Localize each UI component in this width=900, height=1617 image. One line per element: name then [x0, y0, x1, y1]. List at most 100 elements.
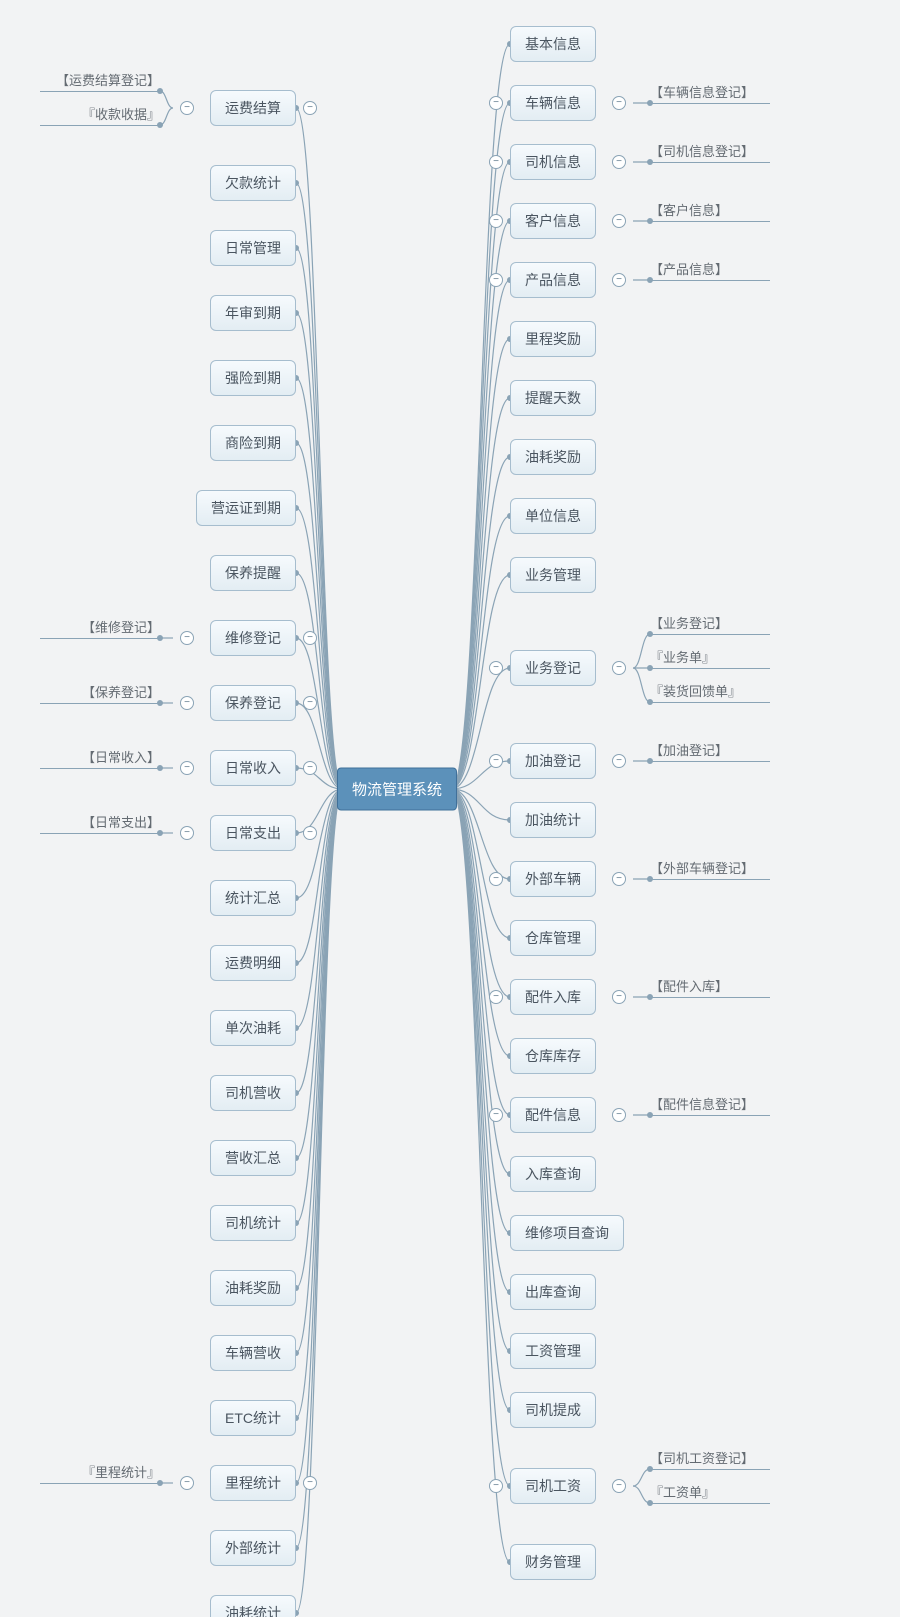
node-right[interactable]: 司机工资 [510, 1468, 596, 1504]
collapse-icon[interactable]: − [180, 761, 194, 775]
node-left[interactable]: 日常管理 [210, 230, 296, 266]
leaf-label[interactable]: 【外部车辆登记】 [650, 858, 754, 879]
node-right[interactable]: 油耗奖励 [510, 439, 596, 475]
node-left[interactable]: 司机统计 [210, 1205, 296, 1241]
node-left[interactable]: 欠款统计 [210, 165, 296, 201]
node-left[interactable]: 运费明细 [210, 945, 296, 981]
node-left[interactable]: 里程统计 [210, 1465, 296, 1501]
node-right[interactable]: 单位信息 [510, 498, 596, 534]
node-left[interactable]: 油耗奖励 [210, 1270, 296, 1306]
node-right[interactable]: 业务管理 [510, 557, 596, 593]
node-left[interactable]: 外部统计 [210, 1530, 296, 1566]
node-left[interactable]: 司机营收 [210, 1075, 296, 1111]
collapse-icon[interactable]: − [180, 1476, 194, 1490]
collapse-icon[interactable]: − [303, 696, 317, 710]
node-left[interactable]: 营收汇总 [210, 1140, 296, 1176]
leaf-label[interactable]: 『业务单』 [650, 647, 715, 668]
node-right[interactable]: 基本信息 [510, 26, 596, 62]
node-right[interactable]: 工资管理 [510, 1333, 596, 1369]
node-right[interactable]: 车辆信息 [510, 85, 596, 121]
node-right[interactable]: 里程奖励 [510, 321, 596, 357]
node-right[interactable]: 客户信息 [510, 203, 596, 239]
leaf-label[interactable]: 【车辆信息登记】 [650, 82, 754, 103]
collapse-icon[interactable]: − [612, 155, 626, 169]
collapse-icon[interactable]: − [489, 214, 503, 228]
node-right[interactable]: 提醒天数 [510, 380, 596, 416]
leaf-label[interactable]: 【加油登记】 [650, 740, 728, 761]
leaf-label[interactable]: 『装货回馈单』 [650, 681, 741, 702]
collapse-icon[interactable]: − [489, 990, 503, 1004]
leaf-label[interactable]: 『里程统计』 [82, 1462, 160, 1483]
leaf-label[interactable]: 【保养登记】 [82, 682, 160, 703]
collapse-icon[interactable]: − [180, 101, 194, 115]
node-right[interactable]: 外部车辆 [510, 861, 596, 897]
leaf-label[interactable]: 【运费结算登记】 [56, 70, 160, 91]
node-right[interactable]: 司机提成 [510, 1392, 596, 1428]
collapse-icon[interactable]: − [489, 872, 503, 886]
node-left[interactable]: 保养提醒 [210, 555, 296, 591]
node-left[interactable]: 年审到期 [210, 295, 296, 331]
node-left[interactable]: 强险到期 [210, 360, 296, 396]
collapse-icon[interactable]: − [489, 661, 503, 675]
node-right[interactable]: 入库查询 [510, 1156, 596, 1192]
node-right[interactable]: 配件入库 [510, 979, 596, 1015]
collapse-icon[interactable]: − [612, 872, 626, 886]
node-right[interactable]: 维修项目查询 [510, 1215, 624, 1251]
node-left[interactable]: 商险到期 [210, 425, 296, 461]
collapse-icon[interactable]: − [180, 696, 194, 710]
collapse-icon[interactable]: − [180, 826, 194, 840]
collapse-icon[interactable]: − [303, 1476, 317, 1490]
collapse-icon[interactable]: − [612, 661, 626, 675]
leaf-label[interactable]: 【客户信息】 [650, 200, 728, 221]
collapse-icon[interactable]: − [489, 155, 503, 169]
node-right[interactable]: 业务登记 [510, 650, 596, 686]
collapse-icon[interactable]: − [612, 1479, 626, 1493]
leaf-label[interactable]: 【配件入库】 [650, 976, 728, 997]
collapse-icon[interactable]: − [303, 761, 317, 775]
node-left[interactable]: 单次油耗 [210, 1010, 296, 1046]
collapse-icon[interactable]: − [612, 273, 626, 287]
node-left[interactable]: 运费结算 [210, 90, 296, 126]
leaf-label[interactable]: 【日常支出】 [82, 812, 160, 833]
node-left[interactable]: 统计汇总 [210, 880, 296, 916]
leaf-label[interactable]: 【日常收入】 [82, 747, 160, 768]
leaf-label[interactable]: 【维修登记】 [82, 617, 160, 638]
node-left[interactable]: 保养登记 [210, 685, 296, 721]
node-right[interactable]: 加油统计 [510, 802, 596, 838]
collapse-icon[interactable]: − [489, 273, 503, 287]
collapse-icon[interactable]: − [303, 631, 317, 645]
collapse-icon[interactable]: − [612, 214, 626, 228]
node-right[interactable]: 财务管理 [510, 1544, 596, 1580]
node-left[interactable]: 维修登记 [210, 620, 296, 656]
collapse-icon[interactable]: − [489, 1479, 503, 1493]
node-right[interactable]: 司机信息 [510, 144, 596, 180]
leaf-label[interactable]: 【司机信息登记】 [650, 141, 754, 162]
collapse-icon[interactable]: − [303, 826, 317, 840]
node-left[interactable]: 营运证到期 [196, 490, 296, 526]
collapse-icon[interactable]: − [612, 990, 626, 1004]
collapse-icon[interactable]: − [612, 754, 626, 768]
collapse-icon[interactable]: − [612, 96, 626, 110]
collapse-icon[interactable]: − [489, 754, 503, 768]
leaf-label[interactable]: 【配件信息登记】 [650, 1094, 754, 1115]
leaf-label[interactable]: 【业务登记】 [650, 613, 728, 634]
leaf-label[interactable]: 『收款收据』 [82, 104, 160, 125]
node-left[interactable]: 日常支出 [210, 815, 296, 851]
collapse-icon[interactable]: − [180, 631, 194, 645]
node-left[interactable]: 日常收入 [210, 750, 296, 786]
node-left[interactable]: ETC统计 [210, 1400, 296, 1436]
leaf-label[interactable]: 【司机工资登记】 [650, 1448, 754, 1469]
node-right[interactable]: 仓库库存 [510, 1038, 596, 1074]
leaf-label[interactable]: 【产品信息】 [650, 259, 728, 280]
root-node[interactable]: 物流管理系统 [337, 768, 457, 811]
node-right[interactable]: 出库查询 [510, 1274, 596, 1310]
collapse-icon[interactable]: − [303, 101, 317, 115]
collapse-icon[interactable]: − [489, 1108, 503, 1122]
node-left[interactable]: 车辆营收 [210, 1335, 296, 1371]
collapse-icon[interactable]: − [489, 96, 503, 110]
node-right[interactable]: 配件信息 [510, 1097, 596, 1133]
node-right[interactable]: 仓库管理 [510, 920, 596, 956]
node-right[interactable]: 产品信息 [510, 262, 596, 298]
leaf-label[interactable]: 『工资单』 [650, 1482, 715, 1503]
collapse-icon[interactable]: − [612, 1108, 626, 1122]
